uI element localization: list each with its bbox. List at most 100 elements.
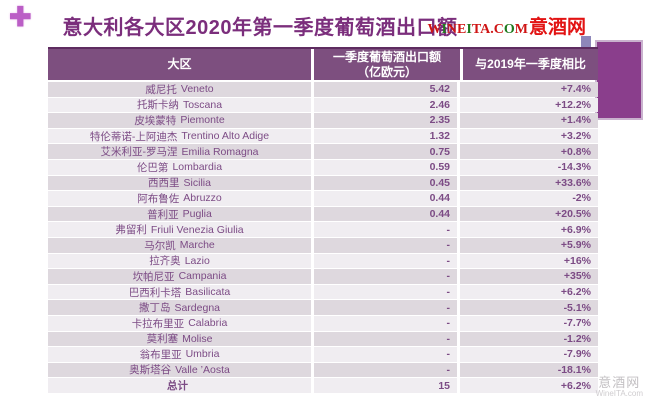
table-row: 西西里 Sicilia 0.45 +33.6%: [48, 175, 598, 191]
region-name-cn: 皮埃蒙特: [134, 114, 177, 127]
value-cell: 0.45: [311, 175, 457, 191]
region-cell: 撒丁岛 Sardegna: [48, 300, 311, 315]
region-name-en: Umbria: [185, 348, 220, 361]
header-region-label: 大区: [167, 57, 192, 72]
table-row: 奥斯塔谷 Valle ’Aosta - -18.1%: [48, 362, 598, 378]
region-cell: 卡拉布里亚 Calabria: [48, 316, 311, 331]
value-cell: -: [311, 315, 457, 331]
change-cell: +6.2%: [457, 378, 598, 393]
table-row: 巴西利卡塔 Basilicata - +6.2%: [48, 284, 598, 300]
header-region: 大区: [48, 49, 311, 80]
header-change-label: 与2019年一季度相比: [475, 57, 586, 72]
region-name-en: Basilicata: [185, 286, 231, 299]
logo-letter: A: [480, 22, 491, 37]
logo-letter: .: [490, 22, 494, 37]
change-cell: +3.2%: [457, 128, 598, 144]
value-cell: 2.46: [311, 97, 457, 113]
change-cell: +16%: [457, 253, 598, 269]
logo-letter: I: [441, 22, 447, 37]
region-cell: 总计: [48, 378, 311, 393]
region-name-en: Molise: [182, 332, 213, 345]
region-cell: 莫利塞 Molise: [48, 332, 311, 347]
region-cell: 威尼托 Veneto: [48, 82, 311, 97]
change-cell: +6.2%: [457, 284, 598, 300]
region-name-en: Sardegna: [174, 301, 221, 314]
logo-letter: M: [514, 22, 528, 37]
table-body: 威尼托 Veneto 5.42 +7.4% 托斯卡纳 Toscana 2.46 …: [48, 82, 598, 393]
table-row: 阿布鲁佐 Abruzzo 0.44 -2%: [48, 191, 598, 206]
change-cell: +12.2%: [457, 97, 598, 113]
region-cell: 拉齐奥 Lazio: [48, 254, 311, 269]
logo-letter: O: [503, 22, 515, 37]
value-cell: 0.44: [311, 191, 457, 206]
region-cell: 坎帕尼亚 Campania: [48, 269, 311, 284]
region-name-cn: 特伦蒂诺-上阿迪杰: [89, 130, 178, 143]
change-cell: -14.3%: [457, 159, 598, 175]
value-cell: -: [311, 362, 457, 378]
value-cell: -: [311, 331, 457, 347]
region-name-cn: 马尔凯: [144, 239, 176, 252]
region-cell: 巴西利卡塔 Basilicata: [48, 285, 311, 300]
wineita-logo-latin: WINEITA.COM: [427, 22, 528, 38]
value-cell: 15: [311, 378, 457, 393]
region-name-cn: 弗留利: [115, 224, 147, 237]
table-row: 总计 15 +6.2%: [48, 378, 598, 393]
header-change: 与2019年一季度相比: [460, 49, 598, 80]
change-cell: -5.1%: [457, 300, 598, 315]
value-cell: 2.35: [311, 113, 457, 128]
header-export-value-line1: 一季度葡萄酒出口额: [332, 50, 441, 65]
region-name-cn: 总计: [167, 380, 188, 393]
region-name-cn: 西西里: [148, 177, 180, 190]
region-name-en: Friuli Venezia Giulia: [150, 223, 244, 236]
region-name-cn: 威尼托: [145, 83, 177, 96]
region-name-cn: 莫利塞: [146, 333, 179, 346]
value-cell: -: [311, 237, 457, 253]
region-name-cn: 艾米利亚-罗马涅: [100, 146, 178, 159]
header-export-value: 一季度葡萄酒出口额 （亿欧元）: [311, 49, 460, 80]
region-name-en: Veneto: [180, 83, 214, 96]
region-name-en: Piemonte: [180, 114, 225, 127]
region-cell: 西西里 Sicilia: [48, 176, 311, 191]
region-cell: 阿布鲁佐 Abruzzo: [48, 191, 311, 206]
region-name-en: Marche: [179, 239, 215, 252]
table-row: 伦巴第 Lombardia 0.59 -14.3%: [48, 159, 598, 175]
change-cell: -7.7%: [457, 315, 598, 331]
table-row: 威尼托 Veneto 5.42 +7.4%: [48, 82, 598, 97]
region-name-cn: 翁布里亚: [139, 348, 182, 361]
change-cell: +33.6%: [457, 175, 598, 191]
value-cell: -: [311, 222, 457, 237]
region-name-cn: 巴西利卡塔: [128, 286, 182, 299]
value-cell: -: [311, 284, 457, 300]
logo-letter: T: [471, 22, 481, 37]
watermark: 意酒网 WineITA.com: [596, 375, 643, 399]
change-cell: +5.9%: [457, 237, 598, 253]
region-name-en: Toscana: [182, 98, 223, 111]
region-name-cn: 伦巴第: [136, 161, 169, 174]
region-name-cn: 阿布鲁佐: [137, 192, 180, 205]
value-cell: -: [311, 347, 457, 362]
change-cell: +6.9%: [457, 222, 598, 237]
region-name-en: Abruzzo: [183, 192, 222, 205]
region-cell: 伦巴第 Lombardia: [48, 160, 311, 175]
region-name-cn: 奥斯塔谷: [129, 364, 172, 377]
table-row: 坎帕尼亚 Campania - +35%: [48, 269, 598, 284]
table-row: 弗留利 Friuli Venezia Giulia - +6.9%: [48, 222, 598, 237]
value-cell: -: [311, 300, 457, 315]
change-cell: +0.8%: [457, 144, 598, 159]
wineita-logo: WINEITA.COM 意酒网: [427, 12, 586, 39]
logo-letter: E: [457, 22, 467, 37]
table-row: 翁布里亚 Umbria - -7.9%: [48, 347, 598, 362]
page-title: 意大利各大区2020年第一季度葡萄酒出口额: [62, 17, 458, 39]
table-row: 艾米利亚-罗马涅 Emilia Romagna 0.75 +0.8%: [48, 144, 598, 159]
region-cell: 皮埃蒙特 Piemonte: [48, 113, 311, 128]
region-name-en: Puglia: [182, 208, 212, 221]
region-name-en: Campania: [178, 270, 227, 283]
decorative-square: [581, 36, 591, 47]
region-cell: 马尔凯 Marche: [48, 238, 311, 253]
region-name-en: Sicilia: [183, 176, 211, 189]
value-cell: 0.44: [311, 206, 457, 222]
region-name-en: Emilia Romagna: [181, 145, 259, 158]
region-cell: 特伦蒂诺-上阿迪杰 Trentino Alto Adige: [48, 129, 311, 144]
change-cell: -18.1%: [457, 362, 598, 378]
change-cell: -2%: [457, 191, 598, 206]
